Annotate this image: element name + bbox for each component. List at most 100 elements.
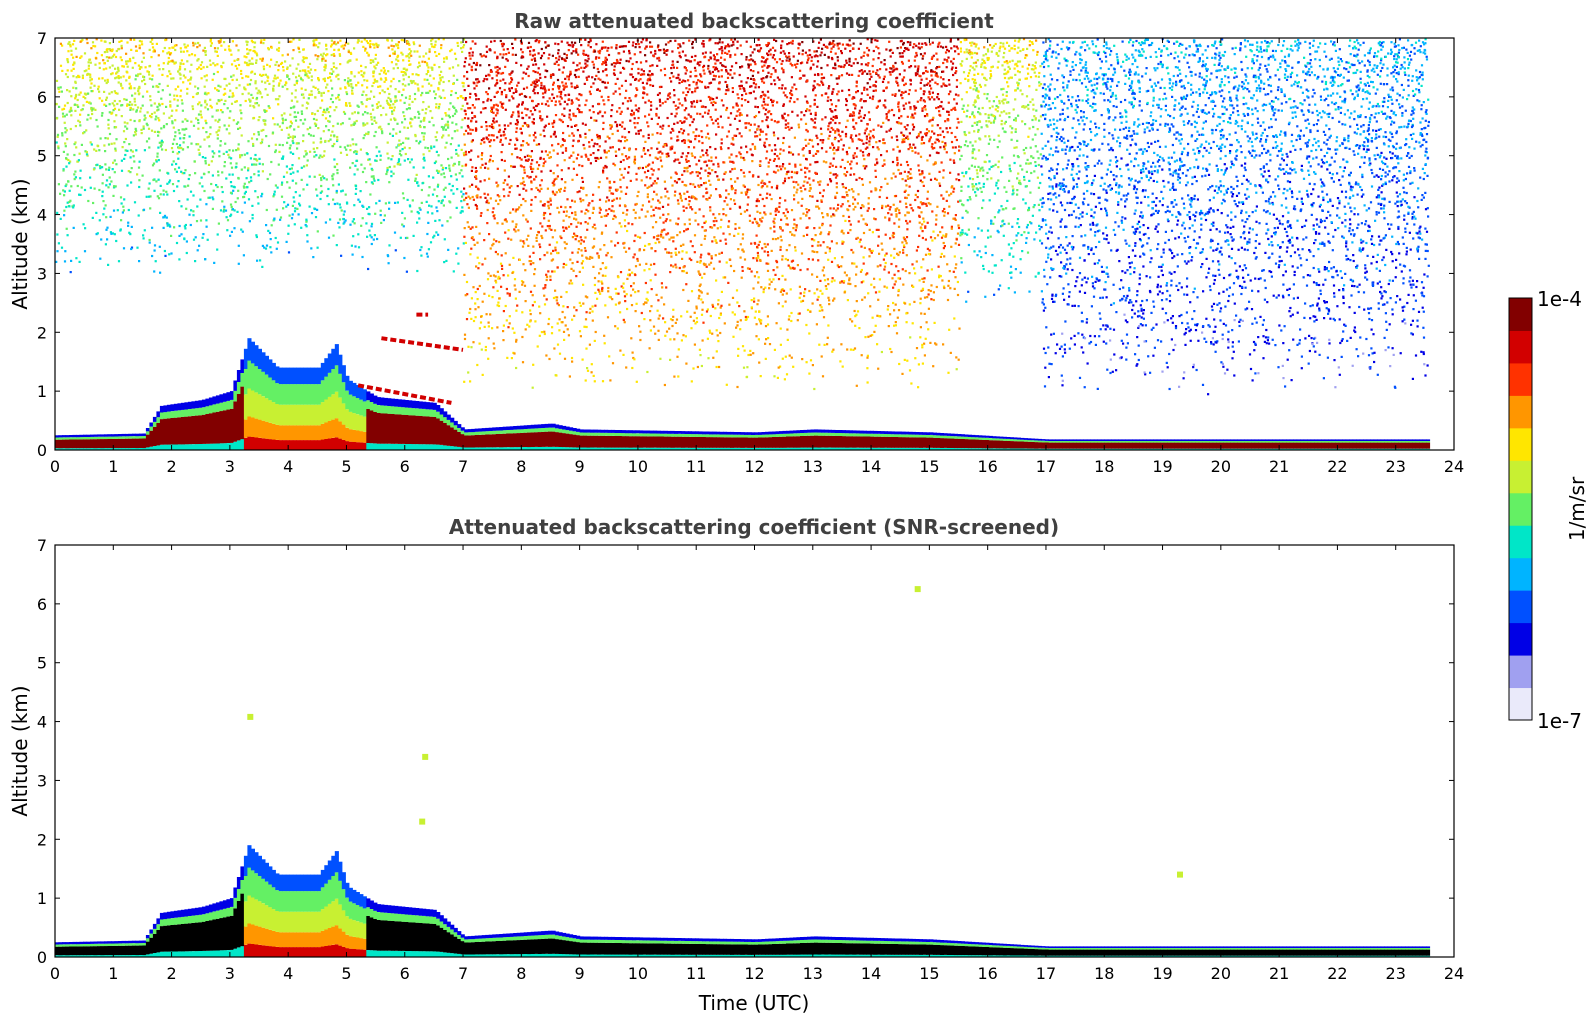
noise-pixel — [759, 138, 762, 141]
noise-pixel — [704, 220, 707, 223]
noise-pixel — [297, 142, 300, 145]
noise-pixel — [631, 223, 634, 226]
noise-pixel — [819, 127, 823, 130]
noise-pixel — [339, 87, 342, 90]
noise-pixel — [759, 47, 763, 50]
noise-pixel — [589, 307, 592, 310]
noise-pixel — [199, 63, 202, 67]
noise-pixel — [434, 51, 437, 54]
noise-pixel — [702, 69, 705, 72]
noise-pixel — [711, 303, 714, 306]
noise-pixel — [568, 113, 571, 116]
noise-pixel — [353, 47, 356, 50]
noise-pixel — [445, 123, 448, 126]
noise-pixel — [540, 179, 543, 182]
noise-pixel — [74, 141, 77, 144]
noise-pixel — [700, 130, 703, 133]
noise-pixel — [343, 210, 346, 213]
noise-pixel — [179, 65, 182, 68]
noise-pixel — [148, 195, 151, 198]
noise-pixel — [562, 266, 565, 269]
noise-pixel — [342, 213, 345, 216]
noise-pixel — [857, 116, 860, 119]
noise-pixel — [391, 112, 394, 115]
noise-pixel — [855, 155, 858, 158]
noise-pixel — [111, 64, 114, 67]
noise-pixel — [867, 133, 870, 136]
noise-pixel — [354, 184, 358, 187]
noise-pixel — [424, 146, 427, 149]
noise-pixel — [634, 203, 637, 206]
noise-pixel — [137, 73, 140, 76]
noise-pixel — [496, 304, 499, 307]
noise-pixel — [449, 102, 452, 105]
noise-pixel — [332, 62, 335, 65]
noise-pixel — [857, 220, 860, 223]
noise-pixel — [75, 257, 78, 260]
noise-pixel — [319, 154, 322, 157]
noise-pixel — [566, 198, 569, 201]
noise-pixel — [225, 177, 228, 180]
noise-pixel — [527, 158, 530, 161]
noise-pixel — [369, 59, 372, 62]
noise-pixel — [272, 195, 275, 198]
noise-pixel — [119, 56, 122, 59]
noise-pixel — [463, 337, 467, 341]
noise-pixel — [407, 75, 410, 79]
noise-pixel — [280, 195, 284, 198]
noise-pixel — [747, 353, 750, 357]
noise-pixel — [935, 178, 938, 181]
noise-pixel — [281, 144, 284, 147]
noise-pixel — [635, 380, 638, 383]
noise-pixel — [521, 182, 524, 185]
noise-pixel — [251, 96, 254, 99]
noise-pixel — [547, 270, 550, 273]
noise-pixel — [435, 54, 438, 57]
noise-pixel — [900, 91, 904, 94]
noise-pixel — [805, 144, 808, 147]
noise-pixel — [261, 57, 264, 60]
noise-pixel — [745, 40, 748, 43]
noise-pixel — [253, 106, 256, 109]
noise-pixel — [244, 99, 247, 103]
noise-pixel — [276, 76, 279, 79]
noise-pixel — [186, 87, 189, 90]
noise-pixel — [669, 338, 672, 341]
noise-pixel — [563, 241, 566, 244]
noise-pixel — [616, 123, 619, 126]
noise-pixel — [948, 194, 951, 197]
noise-pixel — [87, 199, 90, 203]
noise-pixel — [497, 301, 500, 304]
noise-pixel — [165, 190, 168, 193]
noise-pixel — [837, 65, 840, 68]
noise-pixel — [530, 260, 533, 263]
noise-pixel — [336, 41, 340, 44]
noise-pixel — [514, 122, 517, 126]
noise-pixel — [767, 65, 770, 68]
noise-pixel — [335, 106, 338, 109]
noise-pixel — [97, 88, 100, 91]
noise-pixel — [427, 91, 430, 94]
noise-pixel — [294, 119, 298, 122]
noise-pixel — [219, 38, 222, 41]
noise-pixel — [558, 329, 561, 332]
noise-pixel — [144, 117, 147, 120]
noise-pixel — [201, 236, 204, 239]
noise-pixel — [372, 175, 375, 178]
noise-pixel — [751, 59, 755, 62]
noise-pixel — [920, 266, 923, 269]
noise-pixel — [55, 141, 58, 144]
noise-pixel — [895, 80, 898, 83]
noise-pixel — [215, 50, 218, 53]
noise-pixel — [931, 78, 934, 81]
noise-pixel — [721, 126, 724, 129]
noise-pixel — [205, 93, 208, 96]
noise-pixel — [287, 232, 290, 235]
noise-pixel — [248, 220, 251, 223]
noise-pixel — [476, 256, 479, 259]
noise-pixel — [673, 89, 676, 92]
noise-pixel — [920, 312, 923, 315]
noise-pixel — [152, 50, 155, 53]
noise-pixel — [581, 164, 584, 168]
noise-pixel — [446, 123, 449, 126]
